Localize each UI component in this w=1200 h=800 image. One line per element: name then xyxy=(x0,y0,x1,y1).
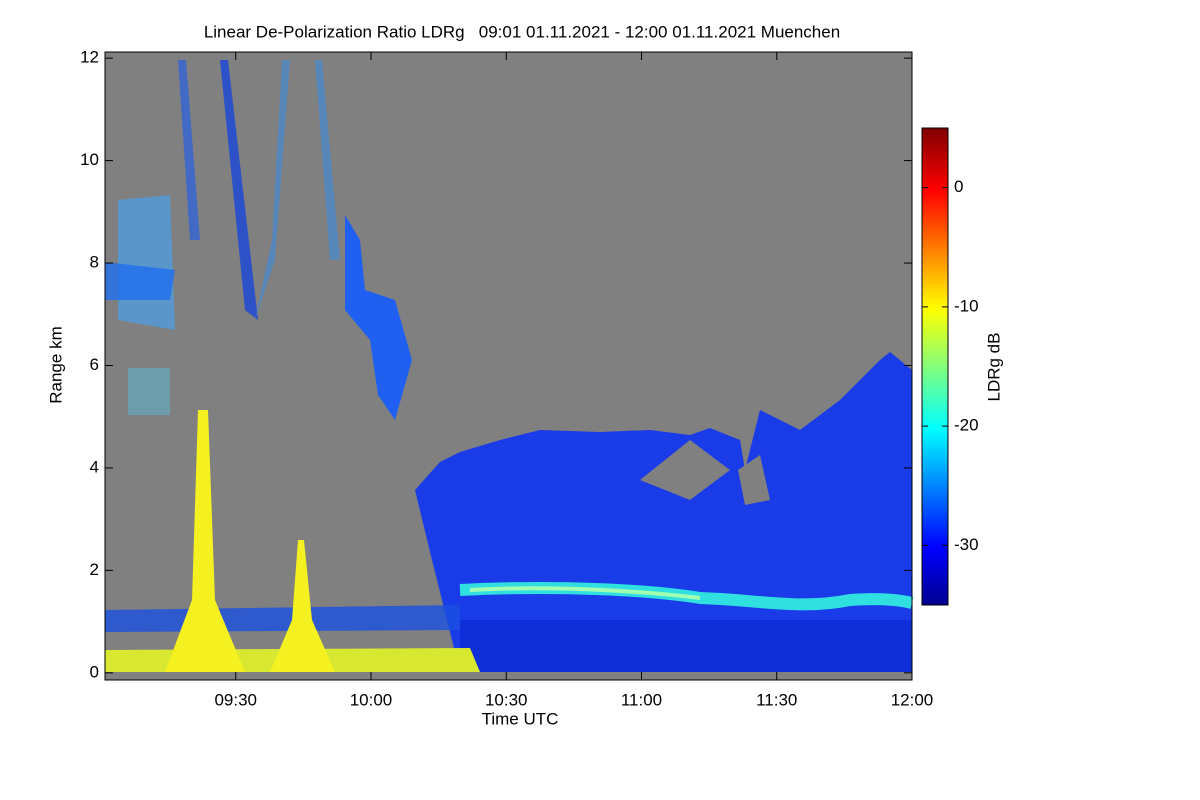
y-tick-label: 4 xyxy=(90,457,99,476)
y-tick-label: 0 xyxy=(90,662,99,681)
x-tick-label: 09:30 xyxy=(214,690,257,709)
y-tick-label: 6 xyxy=(90,355,99,374)
colorbar-tick-label: -30 xyxy=(954,535,979,554)
y-tick-label: 12 xyxy=(80,48,99,67)
x-axis-label: Time UTC xyxy=(482,709,559,728)
y-axis-label: Range km xyxy=(46,326,65,403)
plot-frame xyxy=(104,51,913,681)
colorbar xyxy=(921,127,949,606)
colorbar-label: LDRg dB xyxy=(984,333,1003,402)
x-tick-label: 10:30 xyxy=(485,690,528,709)
chart-title: Linear De-Polarization Ratio LDRg 09:01 … xyxy=(204,22,840,41)
y-tick-label: 2 xyxy=(90,560,99,579)
y-tick-label: 8 xyxy=(90,253,99,272)
colorbar-tick-label: -10 xyxy=(954,296,979,315)
colorbar-tick-label: 0 xyxy=(954,177,963,196)
x-tick-label: 11:30 xyxy=(756,690,797,709)
ldr-field xyxy=(105,52,914,680)
x-tick-label: 10:00 xyxy=(350,690,393,709)
colorbar-tick-label: -20 xyxy=(954,416,979,435)
x-tick-label: 12:00 xyxy=(891,690,934,709)
y-tick-label: 10 xyxy=(80,150,99,169)
x-tick-label: 11:00 xyxy=(621,690,662,709)
